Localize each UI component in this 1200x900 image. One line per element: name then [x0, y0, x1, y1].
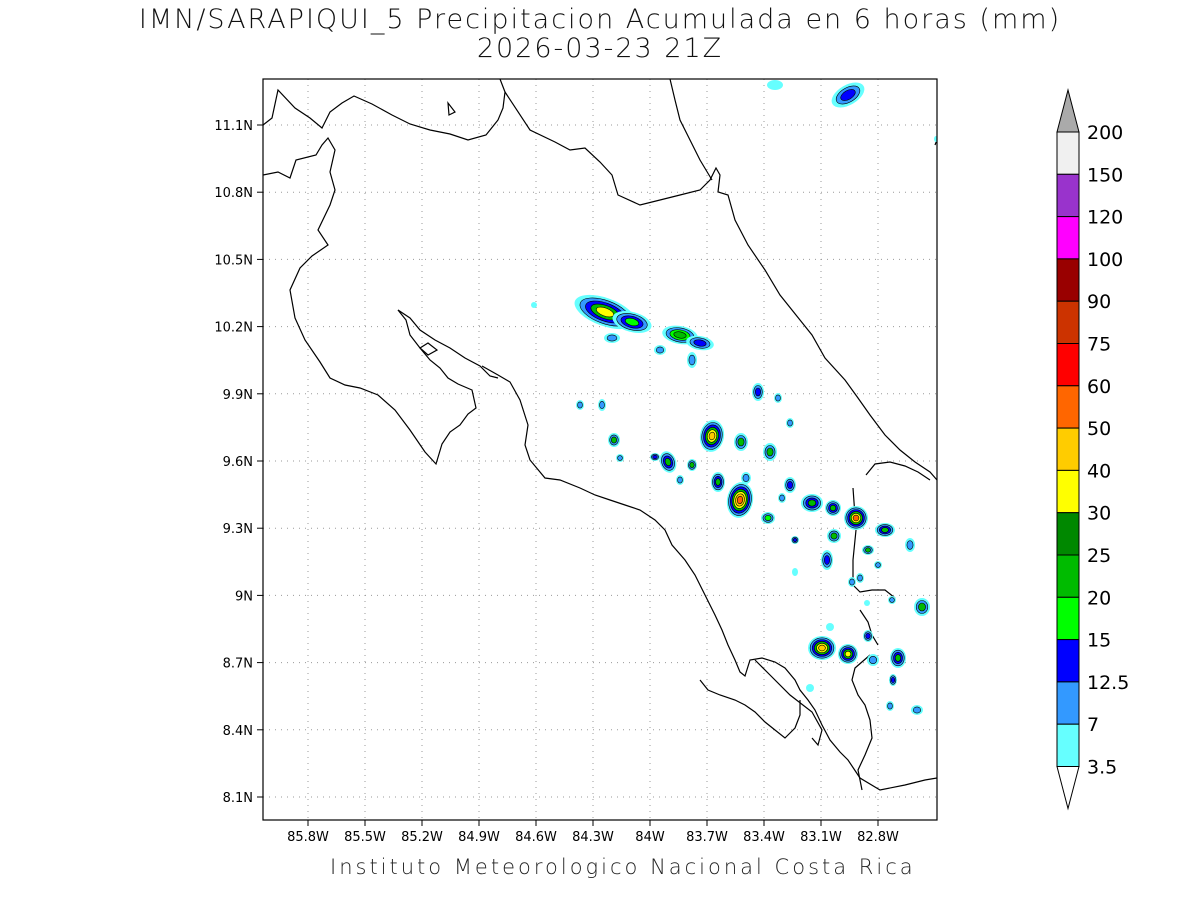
lon-tick-label: 85.5W	[344, 830, 386, 845]
colorbar-legend: 200 150 120 100 90 75 60 50 40 30 25 20 15 12.5 7 3.5	[1056, 88, 1129, 811]
colorbar-swatch	[1056, 639, 1080, 683]
colorbar-top-arrow	[1056, 88, 1080, 133]
lon-tick-label: 84.9W	[458, 830, 500, 845]
footer-credit: Instituto Meteorologico Nacional Costa R…	[330, 855, 916, 879]
colorbar-swatch	[1056, 681, 1080, 725]
lon-tick-label: 82.8W	[857, 830, 899, 845]
colorbar-label: 150	[1087, 164, 1123, 186]
lon-tick-label: 84.6W	[515, 830, 557, 845]
colorbar-swatch	[1056, 173, 1080, 218]
lon-tick-label: 83.7W	[686, 830, 728, 845]
colorbar-swatch	[1056, 512, 1080, 556]
colorbar-label: 200	[1087, 122, 1123, 144]
lat-tick-label: 9N	[235, 589, 253, 604]
lat-tick-label: 9.3N	[223, 522, 253, 537]
colorbar-label: 90	[1087, 291, 1111, 313]
colorbar-label: 25	[1087, 545, 1111, 567]
colorbar-label: 15	[1087, 630, 1111, 652]
map-frame	[262, 78, 938, 821]
lat-tick-label: 8.4N	[223, 724, 253, 739]
colorbar-swatch	[1056, 300, 1080, 345]
colorbar-label: 7	[1087, 714, 1099, 736]
colorbar-swatch	[1056, 343, 1080, 387]
colorbar-swatch	[1056, 596, 1080, 641]
colorbar-swatch	[1056, 385, 1080, 429]
lat-tick-label: 9.9N	[223, 388, 253, 403]
colorbar-label: 40	[1087, 460, 1111, 482]
colorbar-label: 12.5	[1087, 672, 1129, 694]
colorbar-label: 20	[1087, 587, 1111, 609]
map-grid	[263, 79, 937, 820]
lon-tick-label: 85.8W	[287, 830, 329, 845]
colorbar-label: 120	[1087, 207, 1123, 229]
lat-tick-label: 10.8N	[214, 186, 253, 201]
coastline	[263, 79, 937, 791]
colorbar-swatch	[1056, 131, 1080, 175]
colorbar-swatch	[1056, 723, 1080, 768]
lat-tick-label: 9.6N	[223, 455, 253, 470]
lon-tick-label: 85.2W	[401, 830, 443, 845]
map-axes: 85.8W 85.5W 85.2W 84.9W 84.6W 84.3W 84W 83.7W 83…	[214, 119, 899, 845]
colorbar-swatch	[1056, 216, 1080, 260]
lon-tick-label: 84.3W	[572, 830, 614, 845]
lat-tick-label: 11.1N	[214, 119, 253, 134]
lon-tick-label: 83.4W	[743, 830, 785, 845]
lat-tick-label: 10.2N	[214, 321, 253, 336]
colorbar-swatch	[1056, 258, 1080, 302]
colorbar-swatch	[1056, 554, 1080, 598]
colorbar-label: 60	[1087, 376, 1111, 398]
map-datetime: 2026-03-23 21Z	[476, 33, 724, 64]
colorbar-label: 50	[1087, 418, 1111, 440]
colorbar-label: 100	[1087, 249, 1123, 271]
lat-tick-label: 8.7N	[223, 657, 253, 672]
colorbar-label: 30	[1087, 503, 1111, 525]
colorbar-bottom-arrow	[1056, 766, 1080, 811]
precipitation-field	[531, 80, 937, 715]
colorbar-label: 75	[1087, 334, 1111, 356]
lat-tick-label: 10.5N	[214, 253, 253, 268]
map-title: IMN/SARAPIQUI_5 Precipitacion Acumulada …	[138, 4, 1062, 35]
colorbar-swatch	[1056, 427, 1080, 471]
lon-tick-label: 83.1W	[800, 830, 842, 845]
colorbar-label: 3.5	[1087, 757, 1117, 779]
lat-tick-label: 8.1N	[223, 791, 253, 806]
lon-tick-label: 84W	[635, 830, 665, 845]
colorbar-swatch	[1056, 469, 1080, 514]
